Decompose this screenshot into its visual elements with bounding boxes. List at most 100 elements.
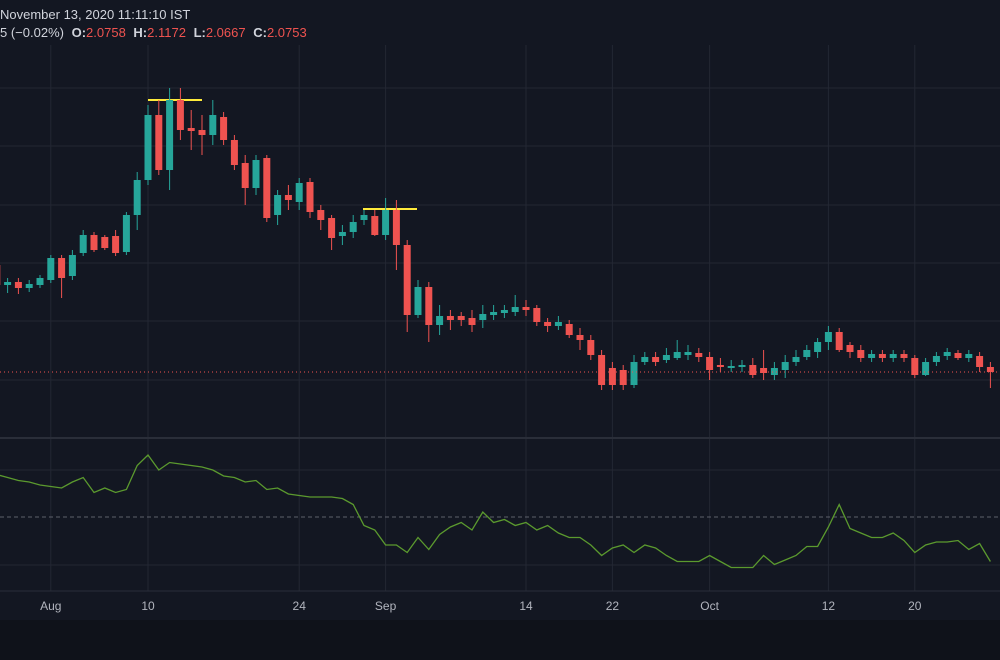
candle-body	[392, 210, 400, 245]
candle-body	[835, 332, 843, 350]
candle-body	[598, 355, 606, 385]
candle-body	[554, 322, 562, 326]
grid	[0, 45, 1000, 591]
candle-body	[36, 278, 44, 285]
ohlc-label: L:	[194, 25, 206, 40]
x-tick-label: 20	[908, 599, 922, 613]
header-datetime: November 13, 2020 11:11:10 IST	[0, 7, 190, 22]
candle-body	[446, 316, 454, 320]
candle-body	[112, 236, 120, 253]
candle-body	[889, 354, 897, 358]
candle-body	[868, 354, 876, 358]
x-tick-label: Sep	[375, 599, 397, 613]
candle-body	[965, 354, 973, 358]
candle-body	[284, 195, 292, 200]
candle-body	[878, 354, 886, 358]
bottom-bar	[0, 620, 1000, 660]
header-ohlc: 5 (−0.02%) O:2.0758 H:2.1172 L:2.0667 C:…	[0, 25, 307, 40]
candle-body	[4, 282, 12, 285]
candle-body	[317, 210, 325, 220]
candle-body	[500, 310, 508, 313]
candle-body	[220, 117, 228, 140]
indicator-line	[0, 454, 991, 569]
candle-body	[349, 222, 357, 232]
x-tick-label: 14	[519, 599, 533, 613]
candle-body	[436, 316, 444, 325]
ohlc-label: H:	[133, 25, 147, 40]
candle-body	[716, 365, 724, 367]
candle-body	[155, 115, 163, 170]
x-tick-label: Oct	[700, 599, 719, 613]
candle-body	[176, 100, 184, 130]
candle-body	[803, 350, 811, 357]
candle-body	[144, 115, 152, 180]
candle-body	[382, 210, 390, 235]
candle-body	[187, 128, 195, 131]
candle-body	[619, 370, 627, 385]
candle-body	[522, 307, 530, 310]
candle-body	[533, 308, 541, 322]
candle-body	[252, 160, 260, 188]
candle-body	[900, 354, 908, 358]
candle-body	[371, 216, 379, 235]
candle-body	[198, 130, 206, 135]
ohlc-label: O:	[72, 25, 86, 40]
candle-body	[662, 355, 670, 360]
candle-body	[695, 353, 703, 357]
candle-body	[274, 195, 282, 215]
candle-body	[706, 357, 714, 370]
candle-body	[25, 284, 33, 288]
candle-body	[338, 232, 346, 236]
candle-body	[922, 362, 930, 375]
candle-body	[295, 183, 303, 202]
candle-body	[425, 287, 433, 325]
change: 5 (−0.02%)	[0, 25, 64, 40]
candle-body	[652, 357, 660, 362]
candle-body	[986, 367, 994, 372]
candle-body	[209, 115, 217, 135]
candle-body	[749, 365, 757, 375]
candle-body	[770, 368, 778, 375]
candle-body	[68, 255, 76, 276]
candle-body	[760, 368, 768, 373]
candle-body	[727, 366, 735, 368]
candle-body	[166, 100, 174, 170]
candle-body	[468, 318, 476, 325]
candle-body	[79, 235, 87, 253]
candle-body	[976, 356, 984, 367]
candle-body	[122, 215, 130, 252]
candle-body	[608, 368, 616, 385]
candle-body	[101, 237, 109, 248]
x-tick-label: 22	[606, 599, 620, 613]
x-tick-label: 24	[293, 599, 307, 613]
candle-body	[490, 312, 498, 315]
candle-body	[328, 218, 336, 238]
candle-body	[133, 180, 141, 215]
candle-body	[403, 245, 411, 315]
candle-body	[90, 235, 98, 250]
candle-body	[587, 340, 595, 355]
candle-body	[47, 258, 55, 280]
candle-body	[230, 140, 238, 165]
candle-body	[911, 358, 919, 375]
candle-body	[792, 357, 800, 362]
candle-body	[954, 353, 962, 358]
ohlc-label: C:	[253, 25, 267, 40]
candle-body	[565, 324, 573, 335]
candle-body	[684, 352, 692, 355]
ohlc-value: 2.0753	[267, 25, 307, 40]
candle-body	[58, 258, 66, 278]
candle-body	[360, 215, 368, 220]
candle-body	[943, 352, 951, 356]
candle-body	[846, 345, 854, 352]
x-tick-label: 10	[141, 599, 155, 613]
candle-body	[263, 158, 271, 218]
ohlc-value: 2.0758	[86, 25, 126, 40]
candle-body	[14, 282, 22, 288]
ohlc-value: 2.0667	[206, 25, 246, 40]
candle-body	[630, 362, 638, 385]
candle-body	[414, 287, 422, 315]
candle-body	[479, 314, 487, 320]
candle-body	[576, 335, 584, 340]
